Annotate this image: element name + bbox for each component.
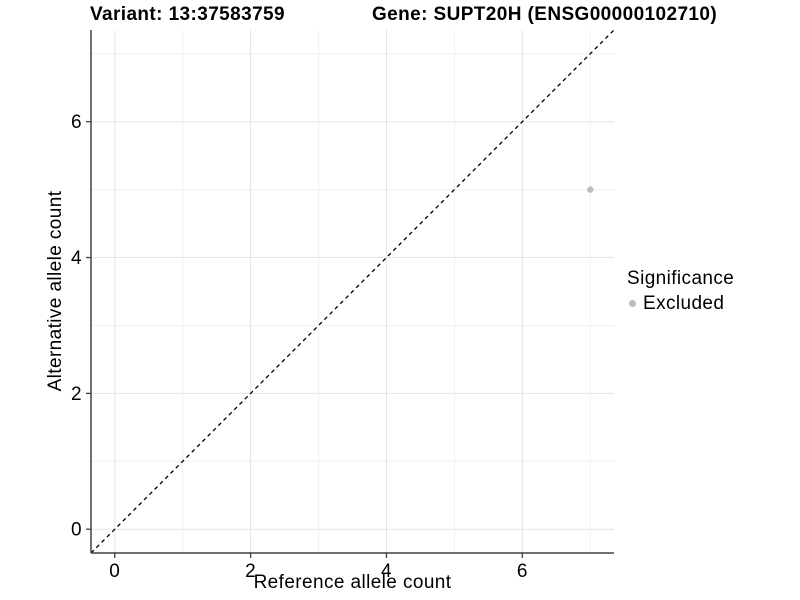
legend-point-icon (629, 300, 636, 308)
legend-entry-excluded: Excluded (627, 291, 734, 317)
x-tick-label: 2 (245, 561, 256, 582)
x-axis-title: Reference allele count (253, 572, 452, 593)
x-tick-label: 4 (381, 561, 392, 582)
plot-title-variant: Variant: 13:37583759 (90, 4, 285, 25)
y-axis-title: Alternative allele count (45, 190, 66, 392)
y-tick-label: 6 (71, 112, 82, 133)
x-tick-label: 6 (517, 561, 528, 582)
legend-title: Significance (627, 268, 735, 289)
legend-entry-label: Excluded (643, 292, 725, 314)
y-tick-label: 0 (71, 520, 82, 541)
y-tick-label: 4 (71, 248, 82, 269)
identity-line (90, 29, 615, 554)
data-point (587, 186, 594, 193)
y-tick-label: 2 (71, 384, 82, 405)
legend: Significance Excluded (627, 267, 734, 317)
plot-title-gene: Gene: SUPT20H (ENSG00000102710) (372, 4, 718, 25)
x-tick-label: 0 (109, 561, 120, 582)
